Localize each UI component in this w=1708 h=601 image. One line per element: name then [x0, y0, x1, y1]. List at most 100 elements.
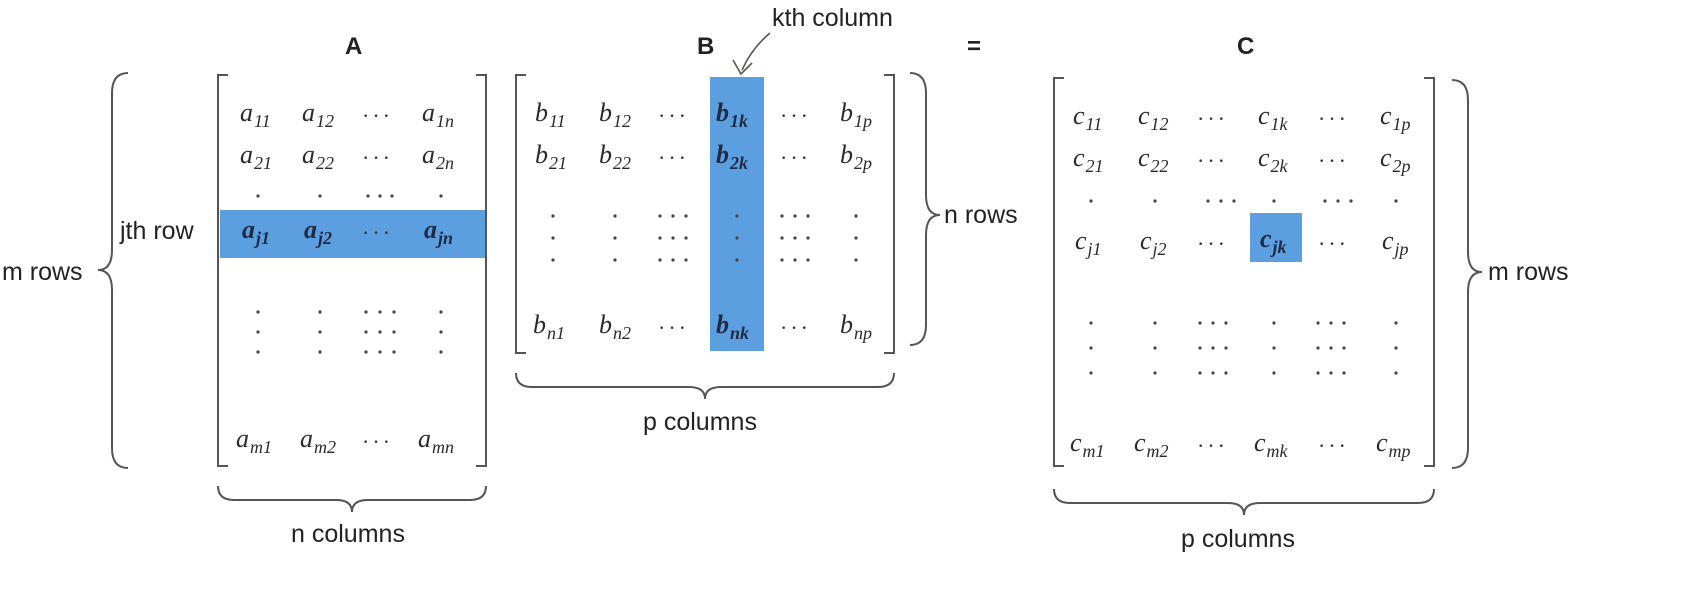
b-cell-kth-column: b2k: [716, 140, 748, 173]
elision-dot: [439, 350, 443, 354]
elision-dot: [1153, 371, 1157, 375]
elision-dot: [1219, 199, 1223, 203]
elision-dot: [793, 258, 797, 262]
matrix-b-right-bracket: [884, 74, 895, 354]
c-cell: cm1: [1070, 428, 1105, 461]
kth-column-arrow: [741, 32, 771, 71]
matrix-b-left-bracket: [515, 74, 526, 354]
b-cell-kth-column: b1k: [716, 98, 748, 131]
a-cell: amn: [418, 424, 454, 457]
elision-dot: [671, 258, 675, 262]
elision-dot: [1089, 371, 1093, 375]
a-jth-row-highlight: [220, 210, 486, 258]
b-cell: bn2: [599, 310, 631, 343]
elision-dot: [1198, 371, 1202, 375]
elision-dot: [1224, 346, 1228, 350]
a-cell: a2n: [422, 140, 454, 173]
a-rows-label: m rows: [2, 258, 83, 286]
elision-dot: [318, 194, 322, 198]
ellipsis: ···: [1197, 106, 1228, 131]
matrix-a-right-bracket: [476, 74, 487, 467]
b-cell: b12: [599, 98, 631, 131]
matrix-c-left-bracket: [1053, 77, 1064, 467]
b-cell: b22: [599, 140, 631, 173]
b-rows-brace: [909, 72, 941, 346]
ellipsis: ···: [780, 145, 811, 170]
elision-dot: [1394, 321, 1398, 325]
elision-dot: [1342, 346, 1346, 350]
elision-dot: [551, 214, 555, 218]
elision-dot: [1232, 199, 1236, 203]
elision-dot: [366, 194, 370, 198]
ellipsis: ···: [362, 220, 393, 245]
elision-dot: [1206, 199, 1210, 203]
ellipsis: ···: [362, 103, 393, 128]
elided-entries-dots: [256, 194, 1398, 375]
c-rows-label: m rows: [1488, 258, 1569, 286]
elision-dot: [806, 236, 810, 240]
elision-dot: [780, 258, 784, 262]
c-cell: cjp: [1382, 226, 1409, 259]
a-cell: a11: [240, 98, 271, 131]
a-cell: am2: [300, 424, 336, 457]
elision-dot: [318, 330, 322, 334]
ellipsis: ···: [362, 145, 393, 170]
elision-dot: [364, 350, 368, 354]
c-cell: c2p: [1380, 143, 1411, 176]
elision-dot: [1329, 346, 1333, 350]
elision-dot: [318, 350, 322, 354]
c-jk-element-highlight: [1250, 213, 1302, 262]
elision-dot: [658, 258, 662, 262]
elision-dot: [392, 330, 396, 334]
elision-dot: [658, 236, 662, 240]
elision-dot: [1316, 346, 1320, 350]
jth-row-label: jth row: [120, 217, 194, 245]
b-cell: b21: [535, 140, 567, 173]
elision-dot: [318, 310, 322, 314]
c-rows-brace: [1451, 79, 1483, 469]
ellipsis: ···: [1318, 433, 1349, 458]
elision-dot: [439, 310, 443, 314]
elision-dot: [1153, 321, 1157, 325]
elision-dot: [1336, 199, 1340, 203]
b-cell: bnp: [840, 310, 872, 343]
elision-dot: [378, 330, 382, 334]
elision-dot: [1272, 371, 1276, 375]
elision-dot: [390, 194, 394, 198]
elision-dot: [735, 236, 739, 240]
elision-dot: [793, 236, 797, 240]
elision-dot: [1089, 346, 1093, 350]
a-columns-label: n columns: [291, 520, 405, 548]
elision-dot: [1211, 346, 1215, 350]
matrix-a-title: A: [345, 33, 363, 60]
c-cell: cj2: [1140, 226, 1167, 259]
ellipsis: ···: [658, 103, 689, 128]
b-cell: b11: [535, 98, 566, 131]
kth-column-arrowhead: [732, 59, 753, 76]
b-rows-label: n rows: [944, 201, 1018, 229]
elision-dot: [684, 258, 688, 262]
elision-dot: [392, 310, 396, 314]
ellipsis: ···: [658, 315, 689, 340]
a-cell: am1: [236, 424, 272, 457]
matrix-c-right-bracket: [1424, 77, 1435, 467]
c-cell: cmp: [1376, 428, 1411, 461]
elision-dot: [1211, 371, 1215, 375]
c-cell: c12: [1138, 101, 1169, 134]
elision-dot: [658, 214, 662, 218]
c-cell: c1p: [1380, 101, 1411, 134]
elision-dot: [613, 236, 617, 240]
elision-dot: [1342, 371, 1346, 375]
elision-dot: [364, 330, 368, 334]
elision-dot: [256, 330, 260, 334]
elision-dot: [378, 194, 382, 198]
equals-sign: =: [967, 33, 982, 60]
elision-dot: [1089, 199, 1093, 203]
elision-dot: [1394, 199, 1398, 203]
a-cell: a21: [240, 140, 272, 173]
elision-dot: [1394, 371, 1398, 375]
elision-dot: [671, 236, 675, 240]
elision-dot: [392, 350, 396, 354]
elision-dot: [684, 236, 688, 240]
elision-dot: [735, 214, 739, 218]
